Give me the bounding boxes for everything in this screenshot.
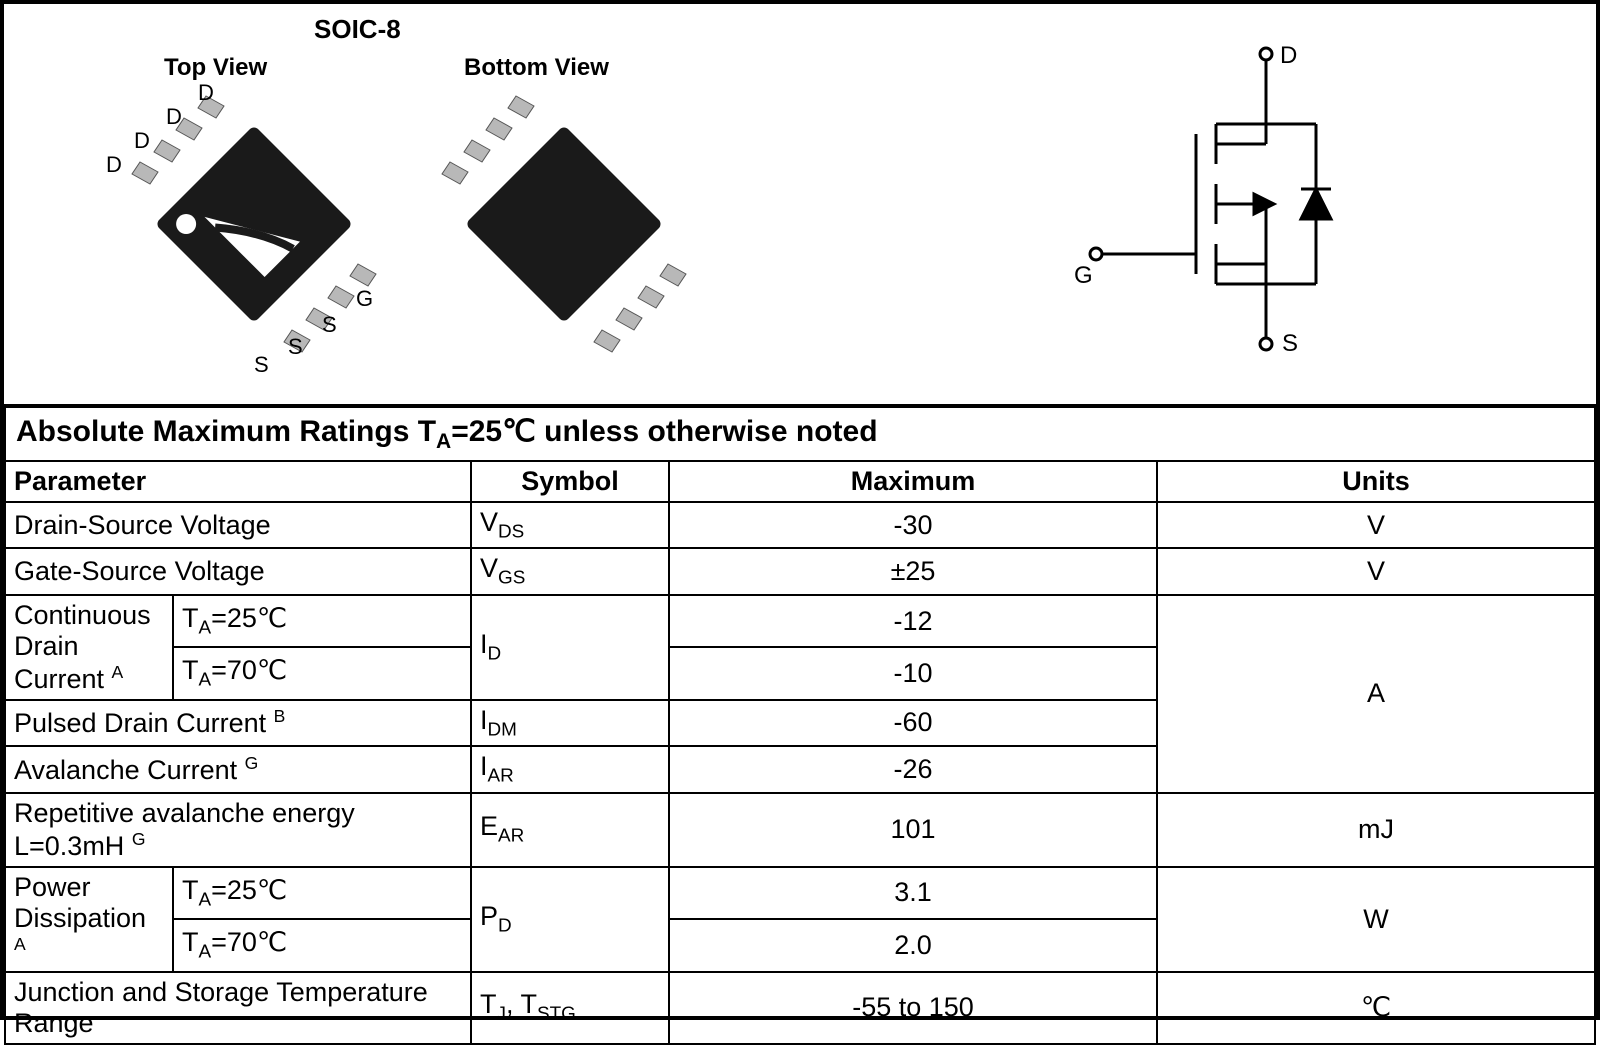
pin-label-g: G xyxy=(356,286,373,312)
table-title-text: Absolute Maximum Ratings TA=25℃ unless o… xyxy=(16,415,878,448)
symbol-cell: EAR xyxy=(471,793,669,867)
top-view-label: Top View xyxy=(164,54,267,82)
bottom-view-label: Bottom View xyxy=(464,54,609,82)
param-cell: Repetitive avalanche energy L=0.3mH G xyxy=(5,793,471,867)
col-parameter: Parameter xyxy=(5,461,471,502)
table-row: Repetitive avalanche energy L=0.3mH G EA… xyxy=(5,793,1595,867)
table-header-row: Parameter Symbol Maximum Units xyxy=(5,461,1595,502)
max-cell: ±25 xyxy=(669,548,1157,594)
param-cell: Pulsed Drain Current B xyxy=(5,700,471,746)
symbol-cell: IDM xyxy=(471,700,669,746)
pin-label-s: S xyxy=(254,352,269,378)
max-cell: 2.0 xyxy=(669,919,1157,972)
pin-label-s: S xyxy=(288,334,303,360)
param-cell: Junction and Storage Temperature Range xyxy=(5,972,471,1044)
condition-cell: TA=25℃ xyxy=(173,867,471,920)
datasheet-page: SOIC-8 Top View Bottom View xyxy=(0,0,1600,1020)
table-row: Drain-Source Voltage VDS -30 V xyxy=(5,502,1595,548)
condition-cell: TA=25℃ xyxy=(173,595,471,648)
pin-label-d: D xyxy=(106,152,122,178)
condition-cell: TA=70℃ xyxy=(173,919,471,972)
symbol-cell: VDS xyxy=(471,502,669,548)
unit-cell: W xyxy=(1157,867,1595,972)
param-cell: Continuous Drain Current A xyxy=(5,595,173,700)
table-row: Power Dissipation A TA=25℃ PD 3.1 W xyxy=(5,867,1595,920)
table-row: Continuous Drain Current A TA=25℃ ID -12… xyxy=(5,595,1595,648)
max-cell: 101 xyxy=(669,793,1157,867)
package-and-symbol-area: SOIC-8 Top View Bottom View xyxy=(4,4,1596,406)
table-title: Absolute Maximum Ratings TA=25℃ unless o… xyxy=(5,407,1595,461)
absolute-maximum-ratings-table: Absolute Maximum Ratings TA=25℃ unless o… xyxy=(4,406,1596,1045)
table-row: Gate-Source Voltage VGS ±25 V xyxy=(5,548,1595,594)
unit-cell: ℃ xyxy=(1157,972,1595,1044)
param-cell: Avalanche Current G xyxy=(5,746,471,792)
schematic-gate-label: G xyxy=(1074,262,1093,290)
col-maximum: Maximum xyxy=(669,461,1157,502)
param-cell: Power Dissipation A xyxy=(5,867,173,972)
param-cell: Drain-Source Voltage xyxy=(5,502,471,548)
unit-cell: A xyxy=(1157,595,1595,793)
pin-label-s: S xyxy=(322,312,337,338)
pin-label-d: D xyxy=(198,80,214,106)
max-cell: -30 xyxy=(669,502,1157,548)
chip-top-view: D D D D S S S G xyxy=(124,94,384,354)
max-cell: -55 to 150 xyxy=(669,972,1157,1044)
symbol-cell: ID xyxy=(471,595,669,700)
max-cell: -12 xyxy=(669,595,1157,648)
unit-cell: V xyxy=(1157,548,1595,594)
table-row: Junction and Storage Temperature Range T… xyxy=(5,972,1595,1044)
condition-cell: TA=70℃ xyxy=(173,647,471,700)
col-symbol: Symbol xyxy=(471,461,669,502)
col-units: Units xyxy=(1157,461,1595,502)
package-title: SOIC-8 xyxy=(314,14,401,45)
schematic-source-label: S xyxy=(1282,330,1298,358)
unit-cell: mJ xyxy=(1157,793,1595,867)
chip-bottom-view xyxy=(434,94,694,354)
unit-cell: V xyxy=(1157,502,1595,548)
symbol-cell: IAR xyxy=(471,746,669,792)
max-cell: 3.1 xyxy=(669,867,1157,920)
mosfet-schematic-symbol: D G S xyxy=(1056,44,1416,364)
symbol-cell: VGS xyxy=(471,548,669,594)
max-cell: -26 xyxy=(669,746,1157,792)
max-cell: -10 xyxy=(669,647,1157,700)
symbol-cell: TJ, TSTG xyxy=(471,972,669,1044)
symbol-cell: PD xyxy=(471,867,669,972)
schematic-drain-label: D xyxy=(1280,42,1297,70)
param-cell: Gate-Source Voltage xyxy=(5,548,471,594)
pin-label-d: D xyxy=(134,128,150,154)
max-cell: -60 xyxy=(669,700,1157,746)
pin-label-d: D xyxy=(166,104,182,130)
